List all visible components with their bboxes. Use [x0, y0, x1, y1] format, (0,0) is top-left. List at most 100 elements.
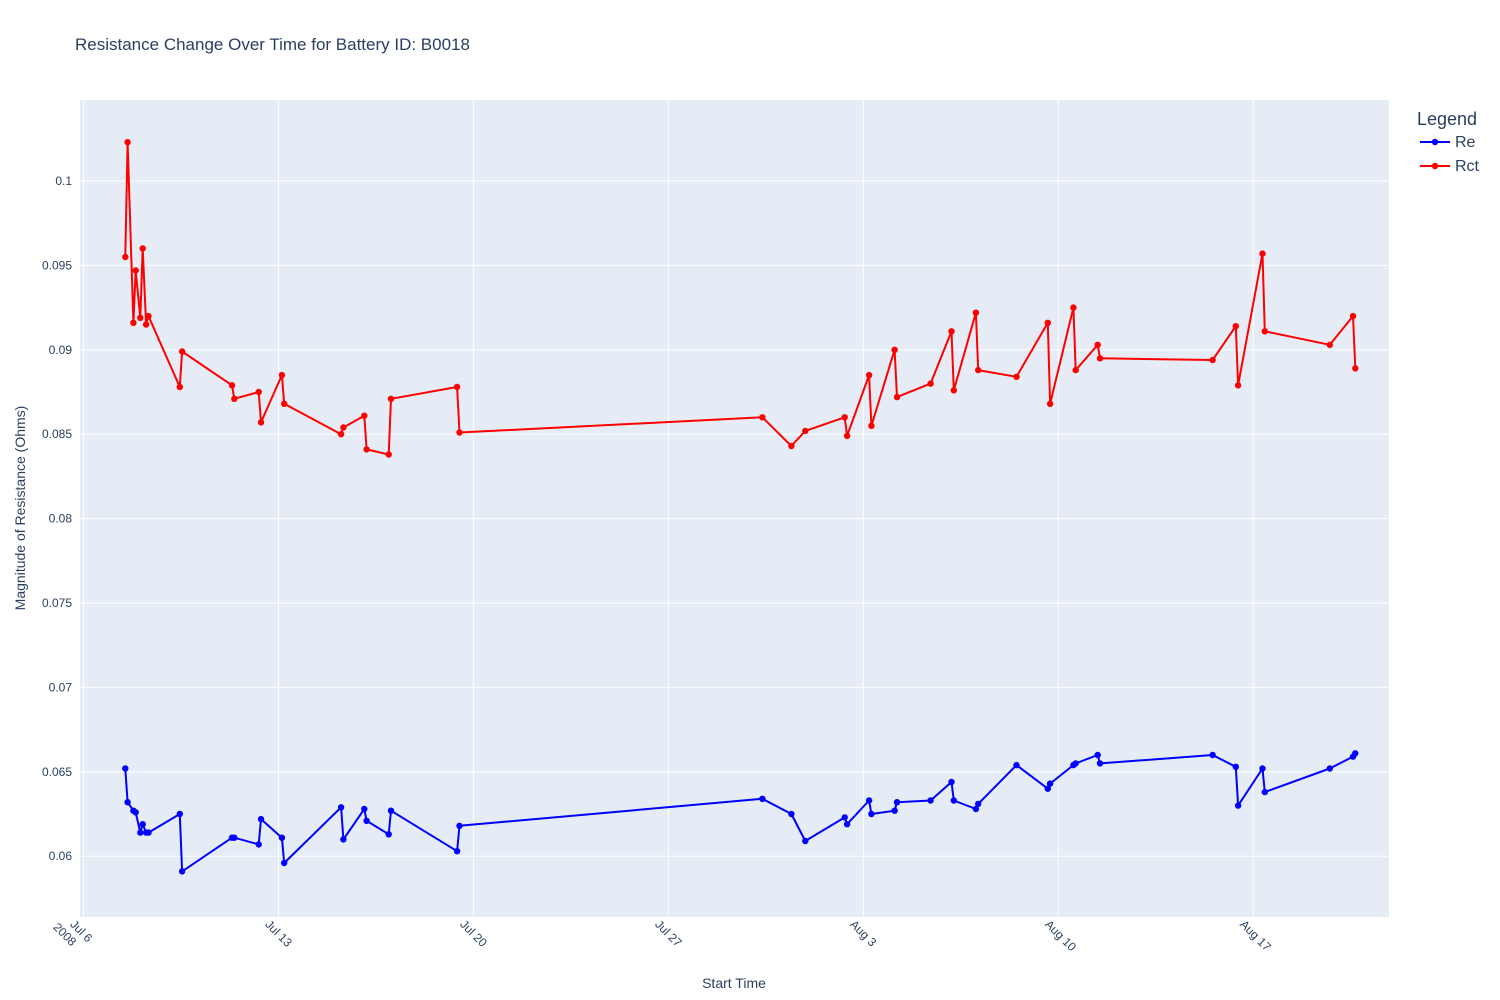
data-point-re[interactable] [1232, 763, 1240, 770]
data-point-rct[interactable] [132, 267, 139, 274]
data-point-rct[interactable] [1352, 365, 1359, 372]
data-point-re[interactable] [132, 809, 139, 816]
data-point-rct[interactable] [257, 419, 265, 426]
data-point-re[interactable] [759, 795, 766, 802]
data-point-rct[interactable] [139, 245, 146, 252]
data-point-rct[interactable] [1261, 328, 1269, 335]
legend-item-rct[interactable]: Rct [1420, 158, 1480, 175]
data-point-re[interactable] [975, 800, 982, 808]
data-point-rct[interactable] [130, 319, 137, 326]
data-point-re[interactable] [972, 805, 980, 813]
data-point-rct[interactable] [361, 412, 368, 419]
data-point-rct[interactable] [1259, 250, 1266, 257]
data-point-re[interactable] [137, 829, 144, 836]
data-point-rct[interactable] [1044, 319, 1052, 326]
data-point-rct[interactable] [142, 321, 150, 328]
data-point-re[interactable] [1259, 765, 1266, 772]
data-point-rct[interactable] [228, 382, 236, 389]
data-point-rct[interactable] [891, 346, 898, 353]
data-point-re[interactable] [1352, 750, 1359, 757]
data-point-rct[interactable] [1232, 323, 1240, 330]
data-point-re[interactable] [948, 778, 955, 786]
data-point-rct[interactable] [802, 427, 809, 435]
data-point-rct[interactable] [1072, 366, 1079, 374]
data-point-re[interactable] [278, 834, 286, 841]
data-point-re[interactable] [868, 810, 875, 818]
data-point-re[interactable] [176, 810, 183, 818]
data-point-rct[interactable] [387, 395, 395, 402]
data-point-re[interactable] [841, 814, 848, 821]
data-point-rct[interactable] [1046, 400, 1054, 407]
data-point-re[interactable] [1096, 760, 1104, 767]
data-point-rct[interactable] [788, 442, 795, 450]
data-point-rct[interactable] [1094, 341, 1101, 348]
data-point-re[interactable] [145, 829, 152, 836]
data-point-re[interactable] [385, 831, 392, 838]
data-point-re[interactable] [387, 807, 395, 814]
data-point-re[interactable] [891, 807, 898, 814]
data-point-re[interactable] [802, 837, 809, 845]
data-point-rct[interactable] [1209, 356, 1216, 364]
data-point-rct[interactable] [255, 388, 262, 396]
data-point-rct[interactable] [972, 309, 980, 316]
data-point-re[interactable] [340, 836, 347, 843]
data-point-re[interactable] [1013, 761, 1020, 769]
data-point-rct[interactable] [927, 380, 934, 387]
data-point-rct[interactable] [1096, 355, 1104, 362]
data-point-rct[interactable] [950, 387, 957, 394]
data-point-re[interactable] [1326, 765, 1334, 772]
data-point-rct[interactable] [1349, 312, 1357, 320]
data-point-rct[interactable] [124, 139, 131, 146]
data-point-rct[interactable] [178, 348, 186, 355]
data-point-rct[interactable] [1013, 373, 1020, 380]
data-point-rct[interactable] [453, 383, 461, 391]
data-point-rct[interactable] [893, 393, 901, 401]
data-point-re[interactable] [178, 868, 186, 875]
data-point-re[interactable] [843, 821, 851, 828]
data-point-re[interactable] [893, 799, 901, 806]
data-point-re[interactable] [456, 822, 463, 829]
data-point-re[interactable] [124, 799, 131, 806]
data-point-rct[interactable] [843, 432, 851, 440]
data-point-re[interactable] [1094, 751, 1101, 759]
data-point-re[interactable] [927, 797, 934, 804]
data-point-re[interactable] [1234, 802, 1242, 809]
data-point-re[interactable] [139, 821, 146, 828]
data-point-re[interactable] [231, 834, 238, 841]
data-point-re[interactable] [337, 804, 345, 811]
data-point-re[interactable] [255, 841, 262, 848]
data-point-re[interactable] [1046, 780, 1054, 787]
data-point-rct[interactable] [868, 422, 875, 429]
data-point-rct[interactable] [1070, 304, 1077, 311]
data-point-rct[interactable] [176, 383, 183, 391]
data-point-rct[interactable] [841, 414, 848, 421]
data-point-re[interactable] [363, 817, 370, 824]
data-point-rct[interactable] [137, 314, 144, 321]
data-point-re[interactable] [865, 797, 873, 804]
data-point-rct[interactable] [948, 328, 955, 335]
data-point-rct[interactable] [975, 366, 982, 374]
data-point-re[interactable] [788, 810, 795, 818]
data-point-rct[interactable] [456, 429, 463, 436]
data-point-re[interactable] [122, 765, 129, 772]
data-point-re[interactable] [361, 805, 368, 813]
data-point-re[interactable] [1261, 788, 1269, 796]
data-point-rct[interactable] [340, 424, 347, 431]
data-point-re[interactable] [453, 848, 461, 855]
data-point-rct[interactable] [759, 414, 766, 421]
data-point-rct[interactable] [865, 371, 873, 379]
data-point-rct[interactable] [278, 371, 286, 379]
data-point-rct[interactable] [337, 431, 345, 438]
legend-item-re[interactable]: Re [1420, 134, 1476, 151]
data-point-re[interactable] [950, 797, 957, 804]
data-point-rct[interactable] [363, 446, 370, 453]
data-point-rct[interactable] [385, 451, 392, 458]
data-point-rct[interactable] [231, 395, 238, 402]
data-point-re[interactable] [1044, 785, 1052, 792]
data-point-rct[interactable] [145, 312, 152, 320]
data-point-rct[interactable] [281, 400, 288, 407]
data-point-rct[interactable] [122, 253, 129, 261]
data-point-re[interactable] [257, 815, 265, 823]
data-point-rct[interactable] [1326, 341, 1334, 348]
data-point-rct[interactable] [1234, 382, 1242, 389]
